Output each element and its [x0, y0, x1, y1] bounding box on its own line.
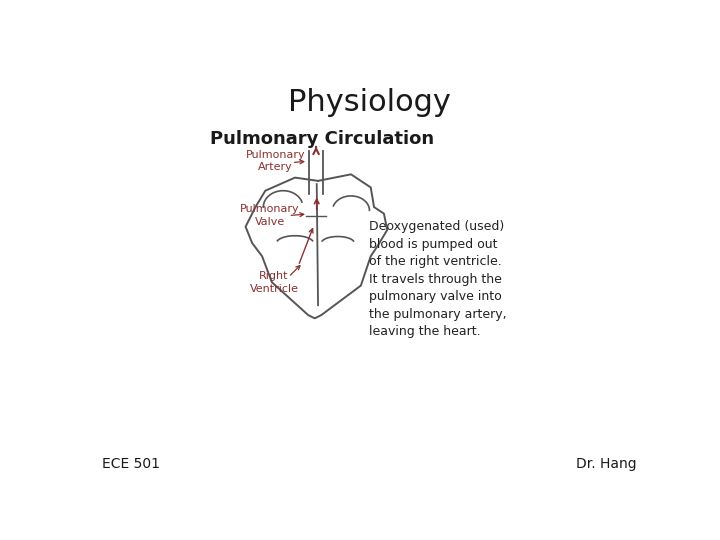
Text: Pulmonary
Artery: Pulmonary Artery	[246, 150, 305, 172]
Text: Right
Ventricle: Right Ventricle	[249, 271, 298, 294]
Text: ECE 501: ECE 501	[102, 457, 160, 471]
Text: Pulmonary
Valve: Pulmonary Valve	[240, 204, 300, 227]
Text: Physiology: Physiology	[287, 88, 451, 117]
Text: Deoxygenated (used)
blood is pumped out
of the right ventricle.
It travels throu: Deoxygenated (used) blood is pumped out …	[369, 220, 506, 338]
Text: Pulmonary Circulation: Pulmonary Circulation	[210, 130, 435, 148]
Text: Dr. Hang: Dr. Hang	[576, 457, 636, 471]
